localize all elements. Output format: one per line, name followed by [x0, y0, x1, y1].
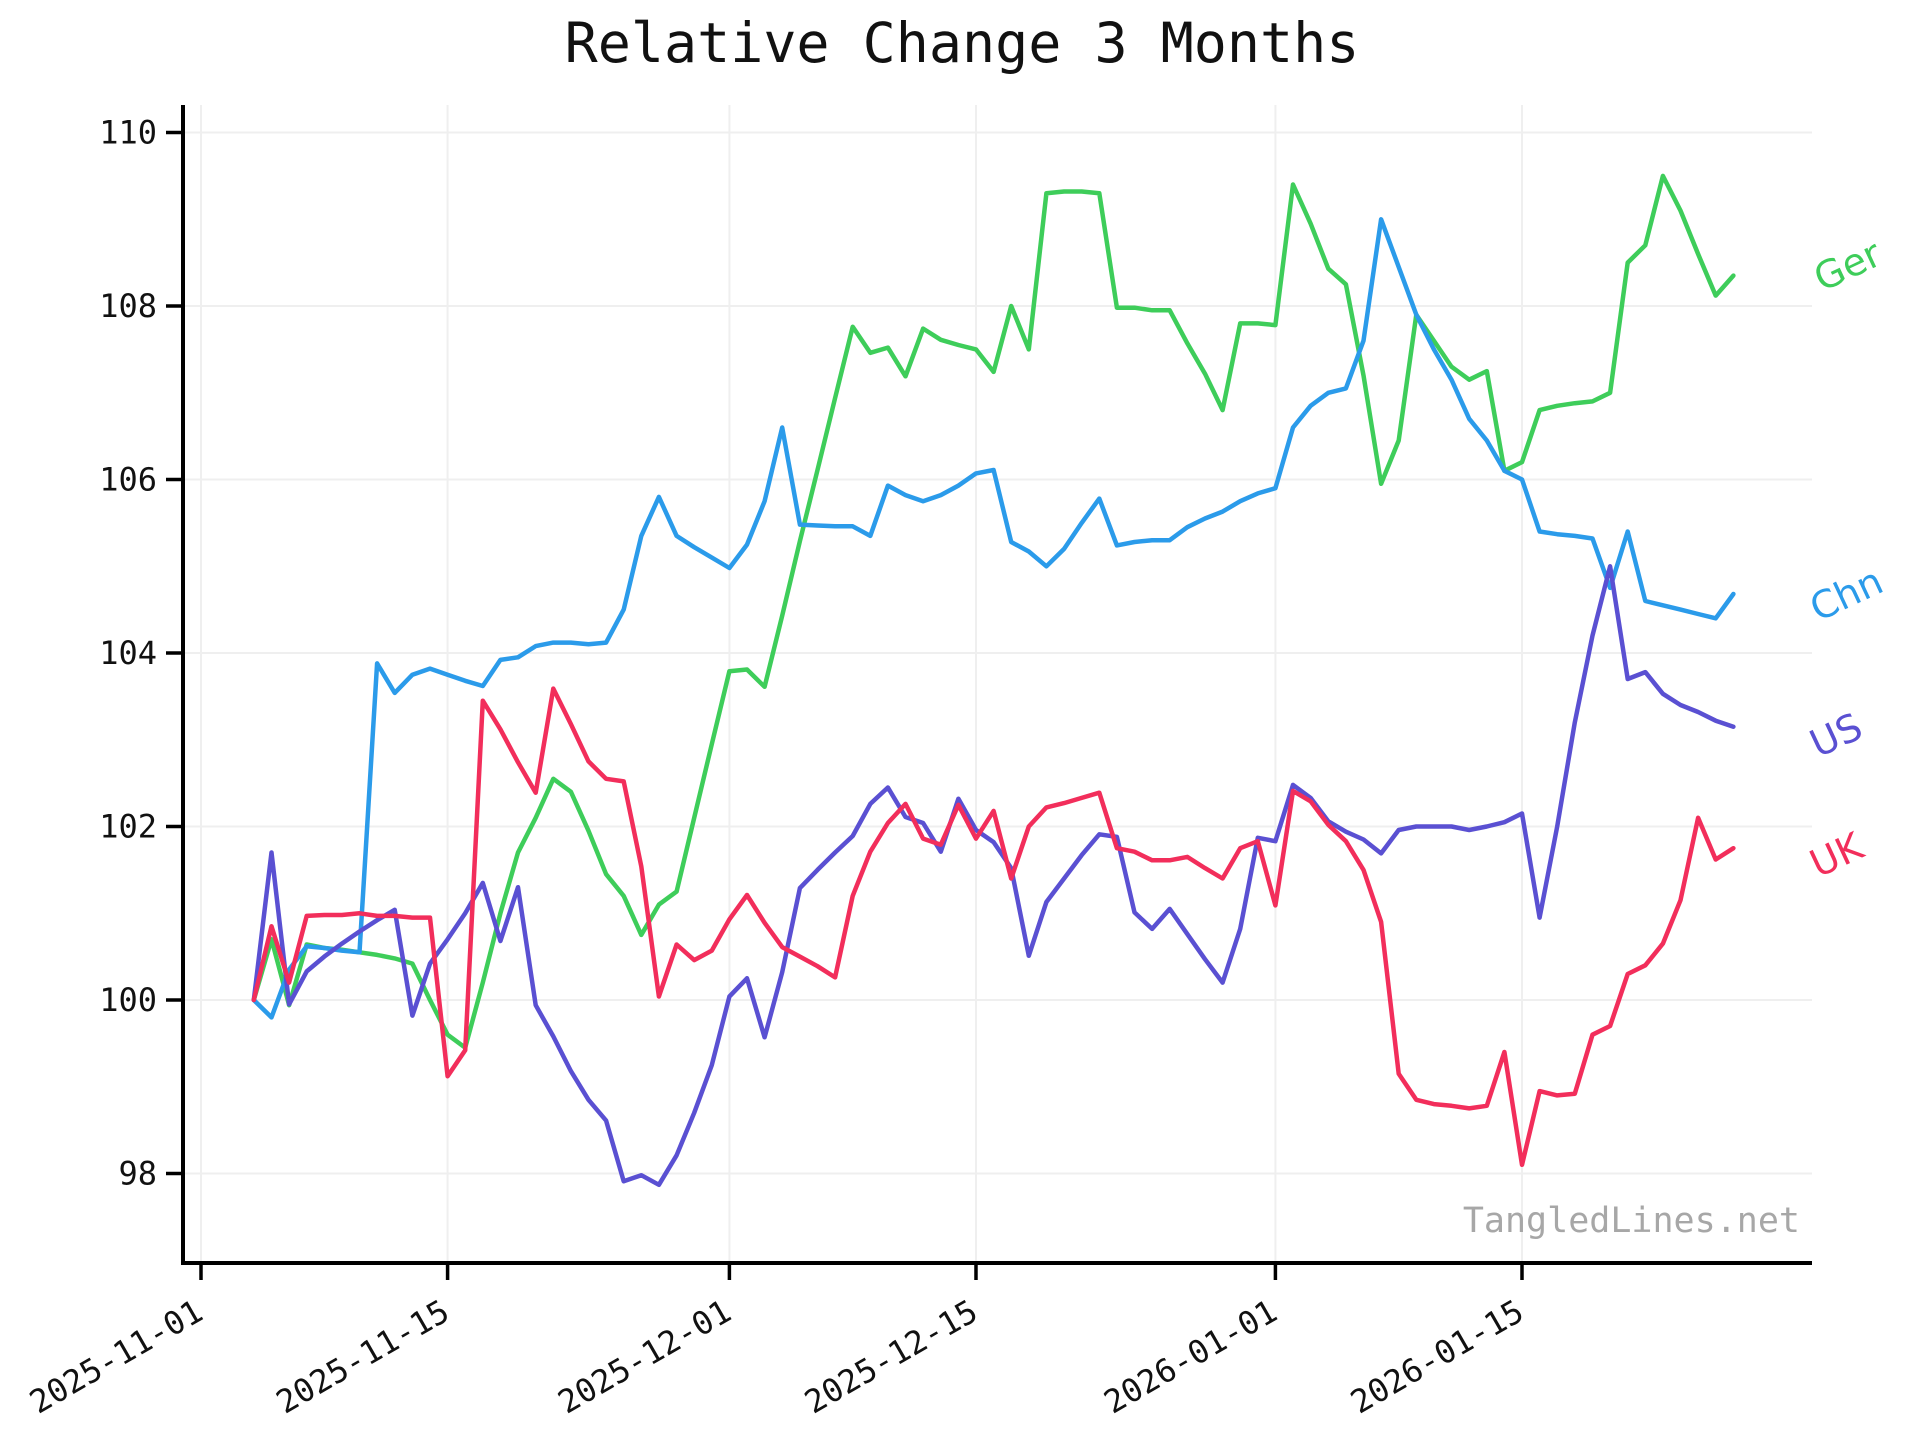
legend-label-chn: Chn: [1803, 559, 1889, 630]
y-tick-label-100: 100: [99, 981, 157, 1019]
x-tick-label-2026-01-15: 2026-01-15: [1344, 1292, 1530, 1421]
series-line-us: [251, 564, 1736, 1188]
legend-label-ger: Ger: [1807, 231, 1888, 300]
x-tick-label-2025-12-01: 2025-12-01: [552, 1292, 738, 1421]
x-tick-label-2025-11-01: 2025-11-01: [23, 1292, 209, 1421]
legend-label-uk: UK: [1803, 824, 1870, 887]
y-tick-label-110: 110: [99, 114, 157, 152]
axes: [166, 105, 1812, 1280]
chart-title: Relative Change 3 Months: [565, 11, 1360, 75]
series-line-chn: [251, 217, 1736, 1020]
series-line-uk: [251, 686, 1736, 1168]
tick-labels: 98 100 102 104 106 108 110 2025-11-01 2025-11-15…: [23, 114, 1530, 1422]
y-tick-label-106: 106: [99, 461, 157, 499]
y-tick-label-102: 102: [99, 808, 157, 846]
series-lines: [251, 173, 1736, 1188]
gridlines: [183, 105, 1812, 1263]
x-tick-label-2026-01-01: 2026-01-01: [1098, 1292, 1284, 1421]
y-tick-label-98: 98: [118, 1155, 157, 1193]
series-line-ger: [251, 173, 1736, 1050]
legend: Ger Chn US UK: [1803, 231, 1889, 886]
watermark: TangledLines.net: [1463, 1201, 1800, 1241]
legend-label-us: US: [1803, 704, 1869, 766]
y-tick-label-108: 108: [99, 287, 157, 325]
y-tick-label-104: 104: [99, 634, 157, 672]
x-tick-label-2025-12-15: 2025-12-15: [798, 1292, 984, 1421]
x-tick-label-2025-11-15: 2025-11-15: [270, 1292, 456, 1421]
